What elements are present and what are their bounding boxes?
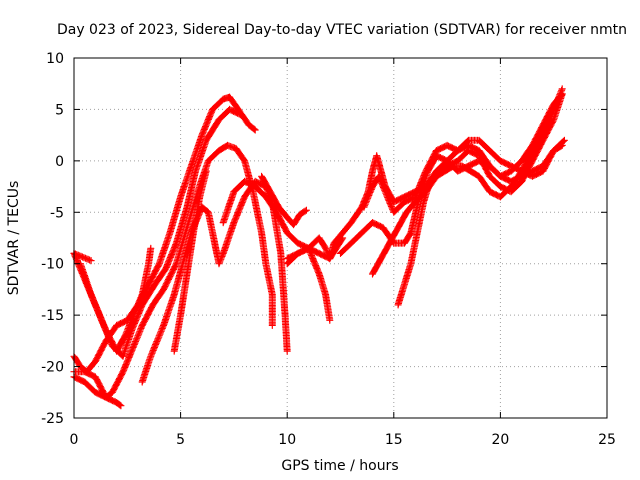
series-trace-8 [170,167,210,355]
plot-frame [73,57,608,419]
y-tick-label: 10 [46,51,64,67]
series-trace-3 [76,105,244,360]
series-layer [70,85,568,410]
x-axis-label: GPS time / hours [281,458,398,474]
series-trace-14 [368,90,566,278]
x-tick-label: 15 [385,432,403,448]
x-tick-label: 20 [491,432,509,448]
y-axis-label: SDTVAR / TECUs [6,181,22,296]
series-trace-10 [258,172,310,229]
x-ticks: 0 5 10 15 20 25 [70,58,616,448]
x-tick-label: 10 [278,432,296,448]
y-tick-label: 0 [55,154,64,170]
series-trace-16 [360,90,566,216]
x-tick-label: 25 [598,432,616,448]
y-tick-label: 5 [55,102,64,118]
series-trace-12 [283,244,334,324]
chart-title: Day 023 of 2023, Sidereal Day-to-day VTE… [57,22,627,38]
x-tick-label: 5 [176,432,185,448]
y-tick-label: -25 [41,411,64,427]
y-tick-label: -5 [50,205,64,221]
x-tick-label: 0 [70,432,79,448]
y-tick-label: -10 [41,257,64,273]
y-ticks: -25 -20 -15 -10 -5 0 5 10 [41,51,607,427]
y-tick-label: -20 [41,360,64,376]
y-tick-label: -15 [41,308,64,324]
